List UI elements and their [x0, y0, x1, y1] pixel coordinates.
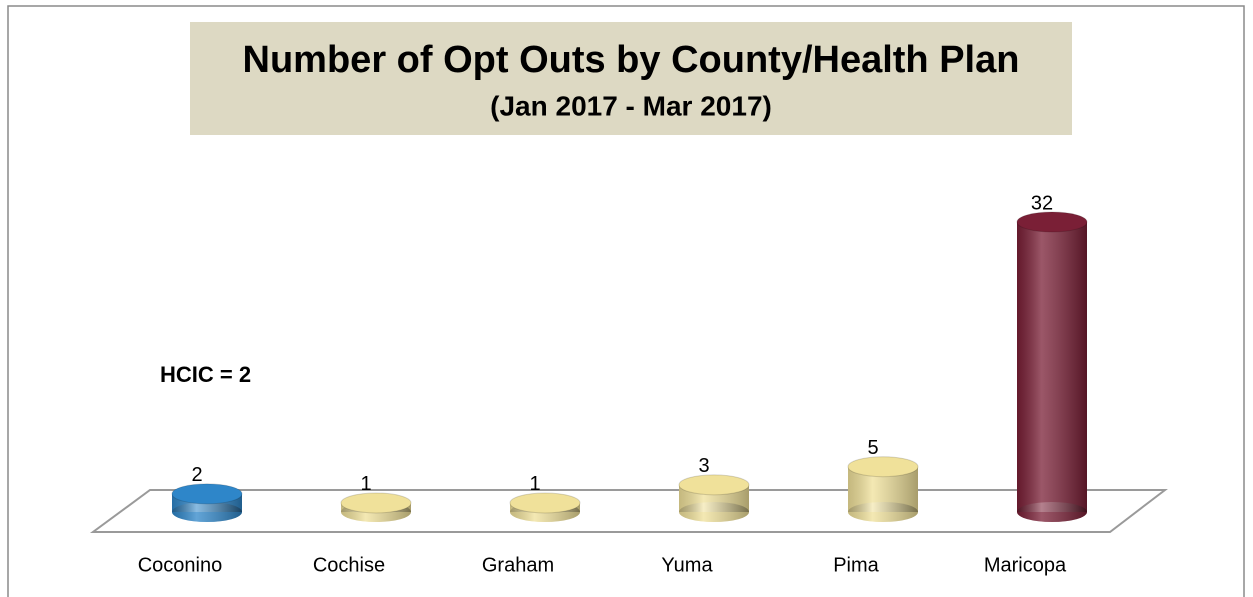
value-label: 1: [529, 473, 540, 495]
x-tick-label: Cochise: [313, 554, 385, 576]
value-label: 1: [360, 473, 371, 495]
bar-top: [340, 492, 412, 514]
x-tick-label: Yuma: [661, 554, 713, 576]
bar-top: [509, 492, 581, 514]
bar-top: [171, 483, 243, 505]
value-label: 5: [867, 437, 878, 459]
x-tick-label: Coconino: [138, 554, 223, 576]
bar-top: [1016, 211, 1088, 233]
value-label: 32: [1031, 192, 1053, 214]
value-label: 2: [191, 464, 202, 486]
chart-subtitle: (Jan 2017 - Mar 2017): [490, 90, 772, 121]
annotation: HCIC = 2: [160, 362, 251, 387]
x-tick-label: Pima: [833, 554, 879, 576]
value-label: 3: [698, 455, 709, 477]
bar-top: [678, 474, 750, 496]
x-tick-label: Graham: [482, 554, 554, 576]
chart-title: Number of Opt Outs by County/Health Plan: [243, 39, 1020, 81]
bar-shade: [1017, 222, 1087, 512]
title-box: [190, 22, 1072, 135]
floor: [89, 489, 1168, 533]
bar-top: [847, 456, 919, 478]
x-tick-label: Maricopa: [984, 554, 1067, 576]
